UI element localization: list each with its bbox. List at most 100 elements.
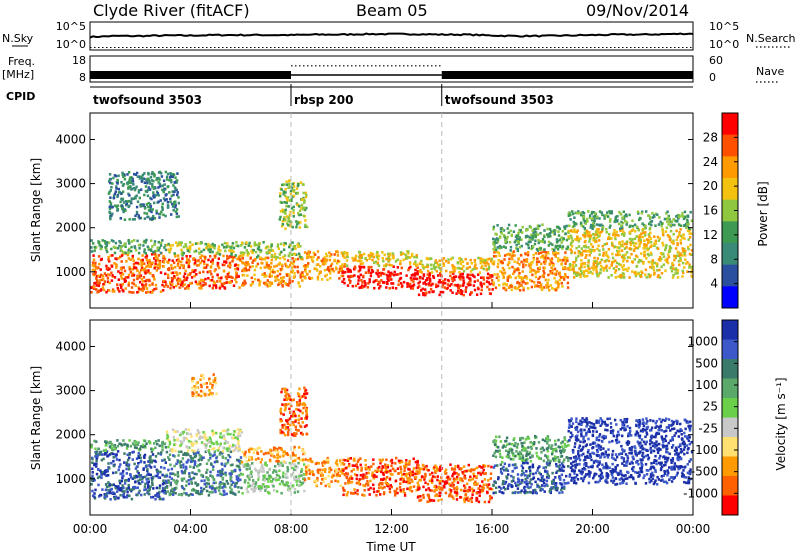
scatter-cell <box>166 285 169 288</box>
scatter-cell <box>672 218 675 221</box>
scatter-cell <box>120 260 123 263</box>
scatter-cell <box>121 173 124 176</box>
scatter-cell <box>143 211 146 215</box>
scatter-cell <box>527 246 530 250</box>
scatter-cell <box>286 476 289 479</box>
scatter-cell <box>384 478 387 481</box>
scatter-cell <box>363 285 366 288</box>
scatter-cell <box>227 256 231 259</box>
scatter-cell <box>499 270 502 273</box>
scatter-cell <box>91 261 95 264</box>
scatter-cell <box>237 445 241 448</box>
scatter-cell <box>562 276 565 279</box>
scatter-cell <box>116 180 119 184</box>
scatter-cell <box>173 252 176 255</box>
scatter-cell <box>229 275 232 279</box>
scatter-cell <box>371 258 374 262</box>
scatter-cell <box>501 273 505 277</box>
scatter-cell <box>223 287 227 290</box>
scatter-cell <box>90 250 94 253</box>
scatter-cell <box>157 476 160 479</box>
scatter-cell <box>564 262 567 265</box>
scatter-cell <box>267 485 270 488</box>
scatter-cell <box>305 473 308 476</box>
scatter-cell <box>442 257 446 260</box>
scatter-cell <box>655 262 658 265</box>
scatter-cell <box>209 445 212 448</box>
scatter-cell <box>270 274 273 278</box>
scatter-cell <box>189 255 192 258</box>
scatter-cell <box>501 261 504 265</box>
freq-right-tick-top: 60 <box>709 54 723 67</box>
scatter-cell <box>241 460 244 464</box>
scatter-cell <box>475 293 479 296</box>
scatter-cell <box>151 281 154 285</box>
scatter-cell <box>616 246 619 249</box>
scatter-cell <box>635 246 638 250</box>
scatter-cell <box>610 241 614 245</box>
scatter-cell <box>158 182 161 186</box>
scatter-cell <box>295 253 298 256</box>
scatter-cell <box>334 479 337 483</box>
scatter-cell <box>244 269 247 273</box>
scatter-cell <box>533 227 536 231</box>
scatter-cell <box>175 278 179 282</box>
scatter-cell <box>228 264 231 267</box>
scatter-cell <box>108 281 111 285</box>
scatter-cell <box>190 480 193 484</box>
scatter-cell <box>148 284 151 287</box>
scatter-cell <box>104 242 107 245</box>
scatter-cell <box>246 464 249 467</box>
scatter-cell <box>290 462 293 465</box>
freq-left-label: Freq. <box>8 55 35 68</box>
scatter-cell <box>615 265 618 268</box>
scatter-cell <box>648 239 651 242</box>
scatter-cell <box>596 230 599 234</box>
scatter-cell <box>572 270 576 274</box>
scatter-cell <box>382 268 386 271</box>
scatter-cell <box>130 245 133 249</box>
scatter-cell <box>217 257 220 260</box>
noise-right-tick-bottom: 10^0 <box>709 38 739 51</box>
scatter-cell <box>132 274 136 277</box>
scatter-cell <box>293 476 296 479</box>
scatter-cell <box>99 450 103 454</box>
scatter-cell <box>107 255 110 259</box>
scatter-cell <box>100 471 103 475</box>
scatter-cell <box>174 203 177 207</box>
scatter-cell <box>172 436 175 439</box>
scatter-cell <box>386 277 389 280</box>
scatter-cell <box>645 256 648 260</box>
scatter-cell <box>191 488 194 492</box>
scatter-cell <box>621 259 625 263</box>
scatter-cell <box>171 283 174 286</box>
scatter-cell <box>354 256 357 260</box>
scatter-cell <box>438 278 441 282</box>
scatter-cell <box>300 474 303 477</box>
scatter-cell <box>114 485 117 488</box>
scatter-cell <box>303 199 306 202</box>
scatter-cell <box>225 462 228 465</box>
scatter-cell <box>346 264 349 267</box>
scatter-cell <box>479 257 482 260</box>
scatter-cell <box>115 187 118 190</box>
scatter-cell <box>466 262 469 265</box>
scatter-cell <box>223 281 226 285</box>
scatter-cell <box>451 256 454 260</box>
scatter-cell <box>194 242 198 245</box>
scatter-cell <box>590 210 594 214</box>
scatter-cell <box>435 285 438 289</box>
scatter-cell <box>592 211 596 214</box>
scatter-cell <box>163 491 166 495</box>
scatter-cell <box>149 205 153 208</box>
scatter-cell <box>258 446 262 450</box>
scatter-cell <box>117 270 120 273</box>
scatter-cell <box>629 241 632 244</box>
scatter-cell <box>334 266 338 269</box>
scatter-cell <box>287 186 290 189</box>
scatter-cell <box>526 228 529 231</box>
scatter-cell <box>306 265 309 268</box>
scatter-cell <box>276 274 279 278</box>
scatter-cell <box>182 477 186 480</box>
scatter-cell <box>228 448 232 451</box>
